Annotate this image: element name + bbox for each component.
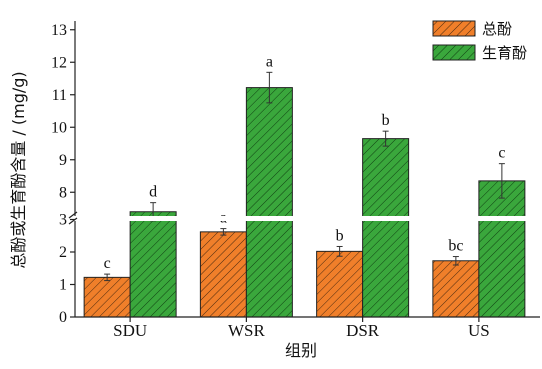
legend-swatch-tocopherol: [432, 44, 476, 61]
significance-label-us-series-0: bc: [448, 238, 463, 255]
bar-wsr-series-0: [199, 231, 247, 318]
significance-label-sdu-series-0: c: [104, 255, 111, 272]
significance-label-wsr-series-1: a: [266, 53, 273, 70]
legend: 总酚 生育酚: [432, 20, 527, 62]
bar-sdu-series-1: [129, 211, 177, 318]
bar-us-series-0: [432, 260, 480, 318]
bar-sdu-series-0: [83, 276, 131, 318]
axis-break-mark-lower: [68, 217, 78, 225]
y-tick-label-3: 3: [59, 212, 67, 229]
legend-label-total-phenol: 总酚: [482, 20, 512, 38]
bar-dsr-series-1: [362, 138, 410, 318]
legend-label-tocopherol: 生育酚: [482, 44, 527, 62]
significance-label-sdu-series-1: d: [149, 184, 157, 201]
y-axis-title: 总酚或生育酚含量 / (mg/g): [9, 71, 28, 268]
x-axis-title: 组别: [285, 341, 317, 360]
y-tick-label-8: 8: [59, 184, 67, 201]
bar-dsr-series-0: [316, 250, 364, 318]
bar-us-series-1: [478, 180, 526, 318]
x-tick-label-us: US: [468, 321, 490, 340]
y-tick-label-13: 13: [51, 22, 67, 39]
significance-label-dsr-series-0: b: [336, 227, 344, 244]
significance-label-dsr-series-1: b: [382, 112, 390, 129]
y-tick-label-12: 12: [51, 54, 67, 71]
axis-break-mark-upper: [68, 211, 78, 219]
y-tick-label-9: 9: [59, 152, 67, 169]
x-tick-label-dsr: DSR: [346, 321, 380, 340]
x-tick-label-wsr: WSR: [228, 321, 266, 340]
x-tick-label-sdu: SDU: [113, 321, 147, 340]
bar-wsr-series-1: [245, 87, 293, 318]
y-tick-label-10: 10: [51, 119, 67, 136]
y-tick-label-0: 0: [59, 309, 67, 326]
significance-label-us-series-1: c: [498, 145, 505, 162]
legend-swatch-total-phenol: [432, 20, 476, 37]
plot-area: cdSDUaaWSRbbDSRbccUS01238910111213: [51, 21, 542, 340]
y-tick-label-11: 11: [52, 87, 67, 104]
y-tick-label-1: 1: [59, 277, 67, 294]
y-tick-label-2: 2: [59, 244, 67, 261]
axis-break-gap: [67, 216, 542, 221]
